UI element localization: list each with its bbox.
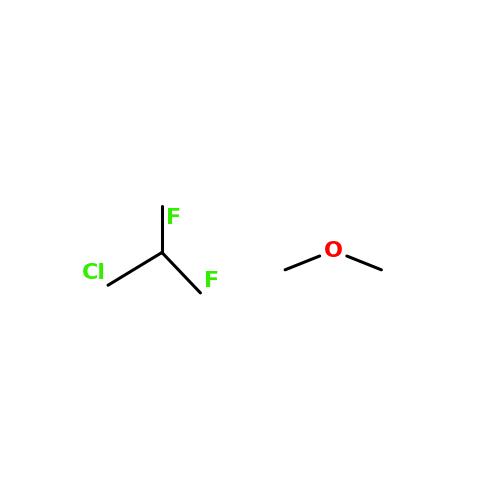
Text: F: F xyxy=(166,208,181,228)
Text: O: O xyxy=(324,240,343,260)
Text: F: F xyxy=(204,271,220,291)
Text: Cl: Cl xyxy=(82,264,106,283)
